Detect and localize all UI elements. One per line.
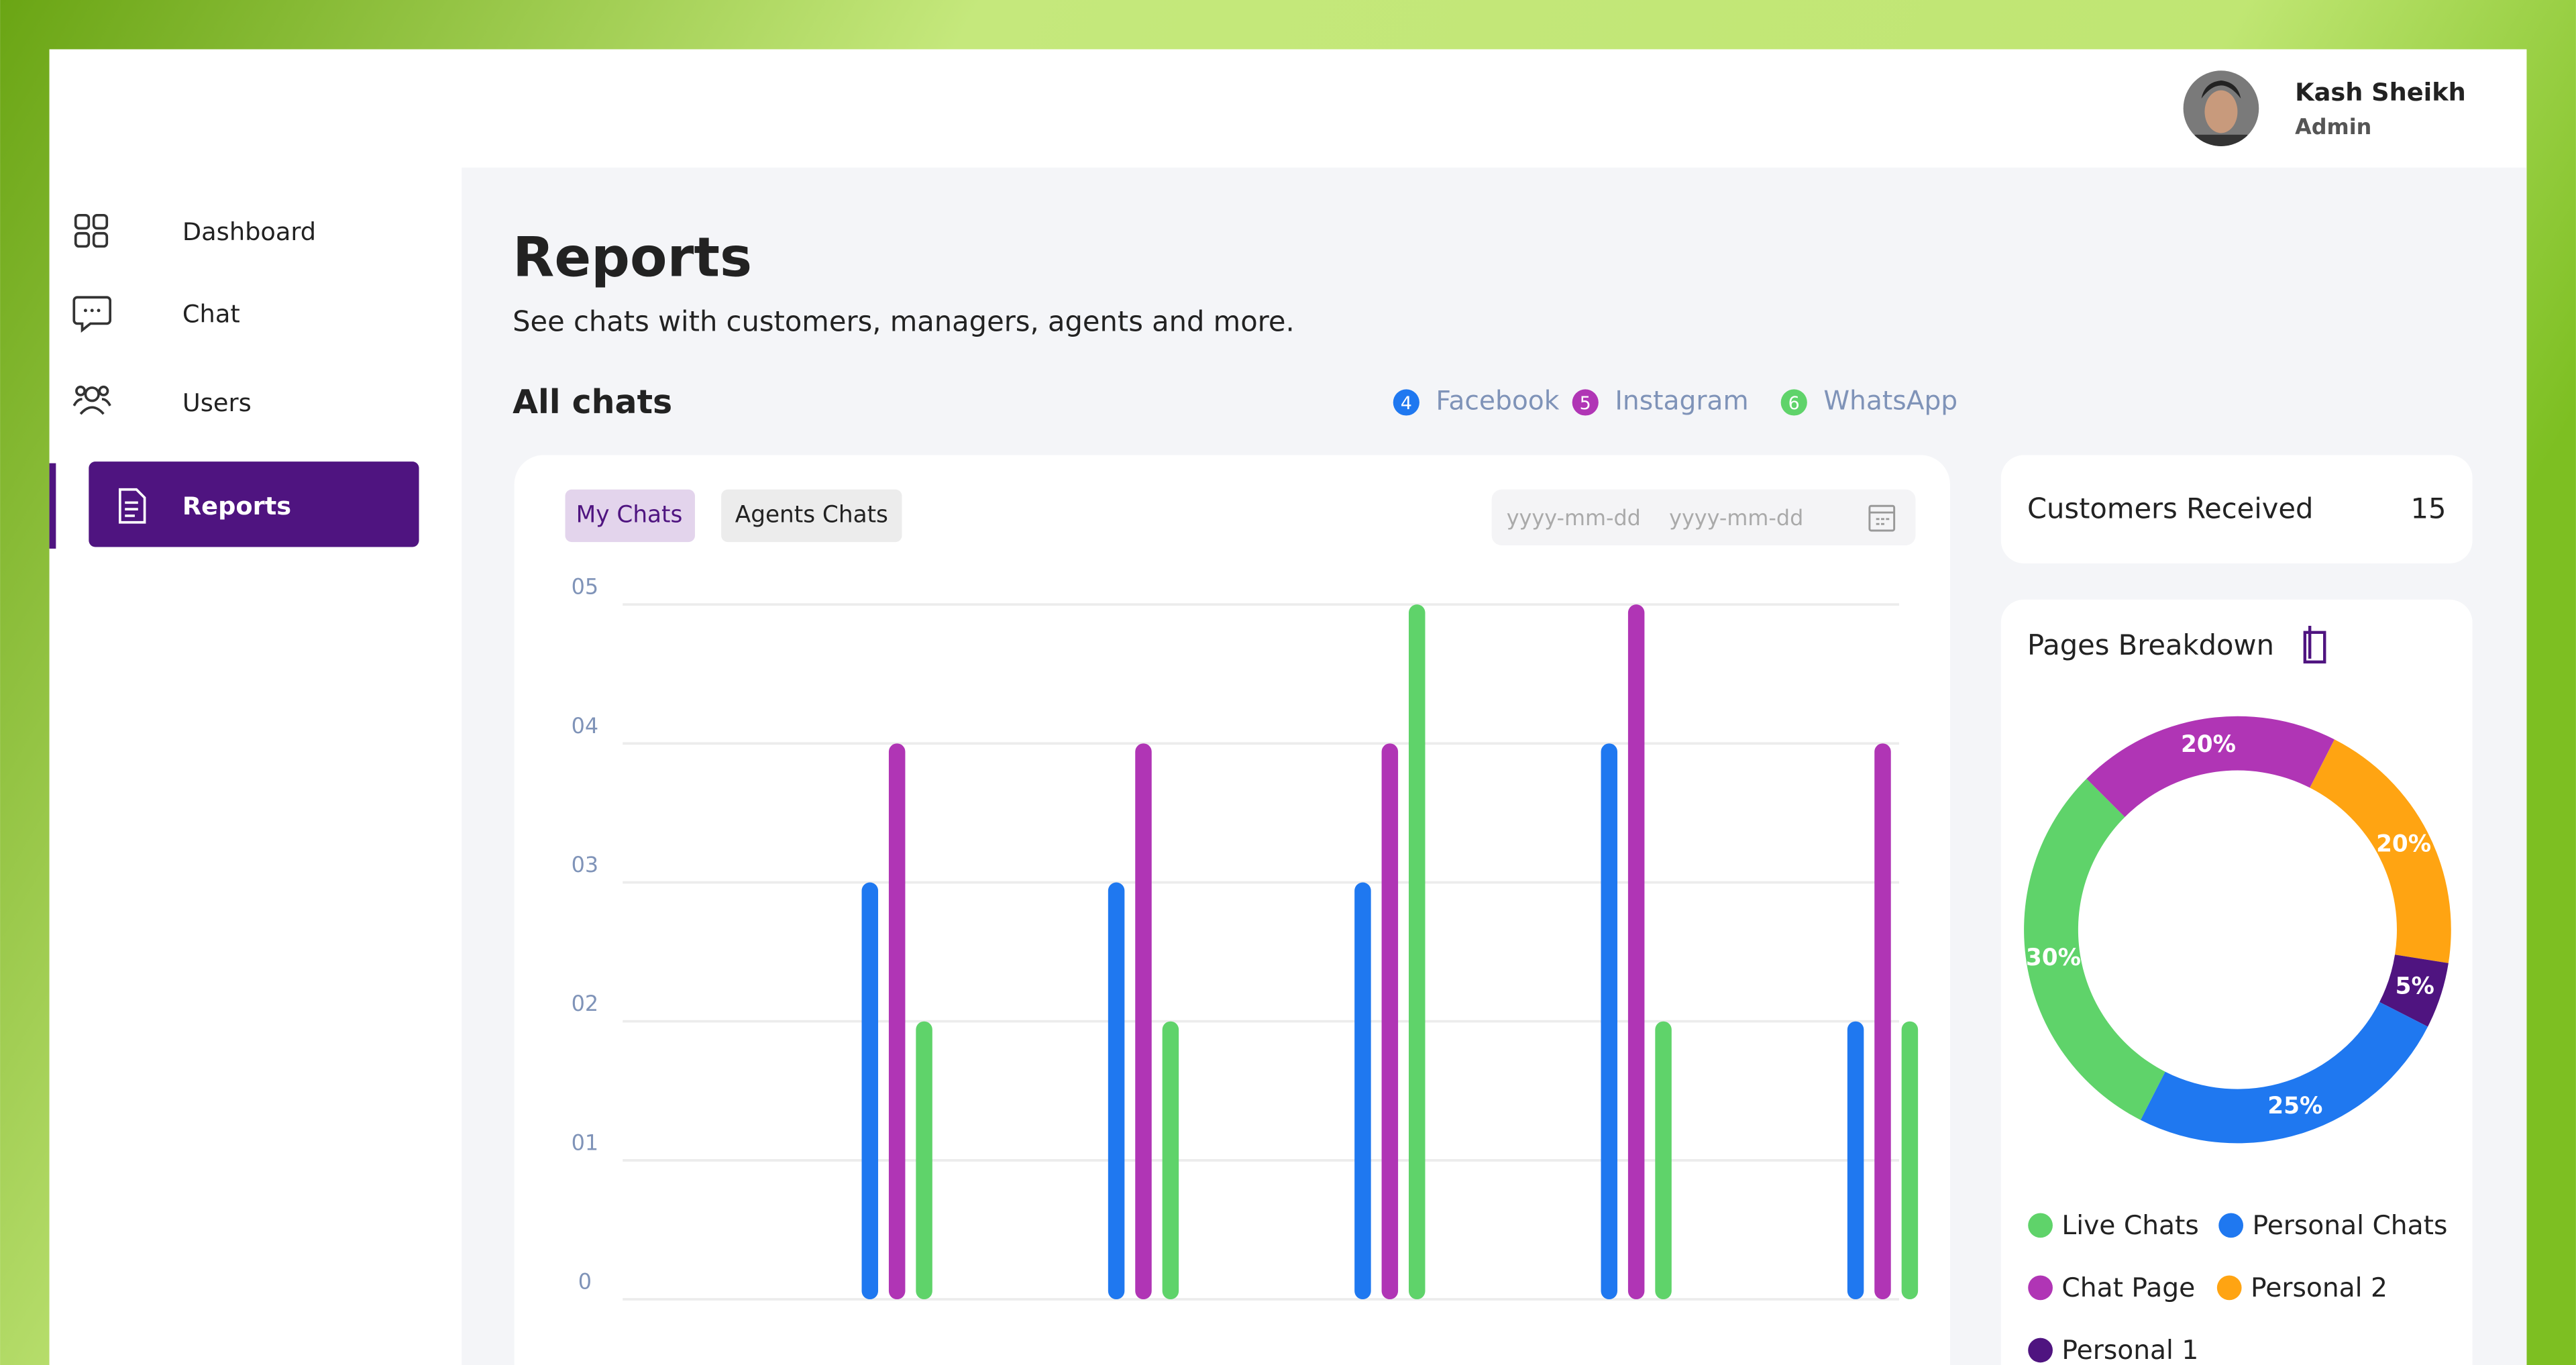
y-tick-label: 02 (572, 991, 599, 1016)
customers-label: Customers Received (2027, 492, 2313, 525)
y-tick-label: 0 (578, 1269, 592, 1295)
date-to-input[interactable]: yyyy-mm-dd (1669, 505, 1803, 531)
slice-label: 5% (2396, 973, 2434, 999)
date-range (1491, 489, 1916, 546)
nav-label: Dashboard (182, 217, 316, 246)
bar (1627, 604, 1645, 1300)
page-subtitle: See chats with customers, managers, agen… (513, 305, 1295, 337)
calendar-icon[interactable] (1868, 504, 1896, 532)
breakdown-icon[interactable] (2303, 626, 2326, 664)
legend-label: Personal Chats (2252, 1211, 2447, 1241)
legend-badge (1780, 389, 1807, 416)
bar (1108, 882, 1125, 1300)
customers-card (2000, 455, 2473, 563)
legend-label: Personal 2 (2251, 1273, 2387, 1303)
page-title: Reports (513, 226, 752, 289)
tab-label: Agents Chats (735, 501, 888, 528)
tab-my-chats[interactable]: My Chats (565, 489, 695, 543)
bar (1901, 1021, 1919, 1300)
chart-card (514, 455, 1950, 1365)
donut-slice (2086, 716, 2334, 818)
nav-dashboard[interactable]: Dashboard (74, 213, 316, 248)
bar (1381, 743, 1399, 1300)
bar (888, 743, 906, 1300)
y-tick-label: 05 (572, 574, 599, 600)
bar (1162, 1021, 1179, 1300)
donut-slice (2024, 778, 2165, 1120)
bar (1408, 604, 1426, 1300)
legend-label: Instagram (1615, 386, 1748, 416)
donut-slice (2310, 739, 2451, 963)
user-role: Admin (2295, 114, 2371, 140)
legend-swatch (2216, 1275, 2242, 1301)
legend-count: 4 (1401, 393, 1412, 414)
y-tick-label: 04 (572, 713, 599, 739)
legend-label: WhatsApp (1823, 386, 1957, 416)
y-tick-label: 01 (572, 1130, 599, 1155)
breakdown-title: Pages Breakdown (2027, 629, 2274, 661)
legend-badge (1393, 389, 1419, 416)
donut-slice (2140, 1001, 2428, 1144)
slice-label: 30% (2026, 944, 2081, 971)
slice-label: 20% (2181, 731, 2236, 758)
legend-label: Live Chats (2061, 1211, 2198, 1241)
legend-label: Facebook (1436, 386, 1559, 416)
bar (1847, 1021, 1864, 1300)
nav-reports[interactable]: Reports (89, 461, 419, 547)
bar (861, 882, 879, 1300)
active-indicator (49, 463, 56, 549)
legend-label: Personal 1 (2061, 1335, 2198, 1365)
slice-label: 20% (2376, 830, 2431, 857)
user-name: Kash Sheikh (2295, 78, 2466, 107)
nav-chat[interactable]: Chat (72, 296, 240, 333)
bar (1354, 882, 1371, 1300)
section-title: All chats (513, 383, 672, 421)
bar (1655, 1021, 1672, 1300)
date-from-input[interactable]: yyyy-mm-dd (1507, 505, 1641, 531)
bar (1601, 743, 1617, 1300)
nav-label: Chat (182, 300, 240, 329)
legend-badge (1572, 389, 1599, 416)
slice-label: 25% (2267, 1093, 2322, 1120)
legend-swatch (2028, 1275, 2053, 1301)
legend-count: 5 (1580, 393, 1591, 414)
tab-agents-chats[interactable]: Agents Chats (721, 489, 902, 543)
user-avatar[interactable] (2183, 70, 2259, 154)
tab-label: My Chats (576, 501, 683, 528)
legend-swatch (2218, 1213, 2244, 1238)
bar (1874, 743, 1891, 1300)
nav-label: Users (182, 388, 252, 417)
nav-users[interactable]: Users (72, 385, 252, 417)
nav-label: Reports (182, 492, 291, 521)
y-tick-label: 03 (572, 852, 599, 877)
donut-slice (2379, 954, 2449, 1027)
bar (916, 1021, 932, 1300)
legend-count: 6 (1788, 393, 1800, 414)
customers-value: 15 (2410, 492, 2446, 525)
bar (1135, 743, 1152, 1300)
legend-label: Chat Page (2061, 1273, 2195, 1303)
legend-swatch (2028, 1213, 2053, 1238)
legend-swatch (2028, 1337, 2053, 1363)
